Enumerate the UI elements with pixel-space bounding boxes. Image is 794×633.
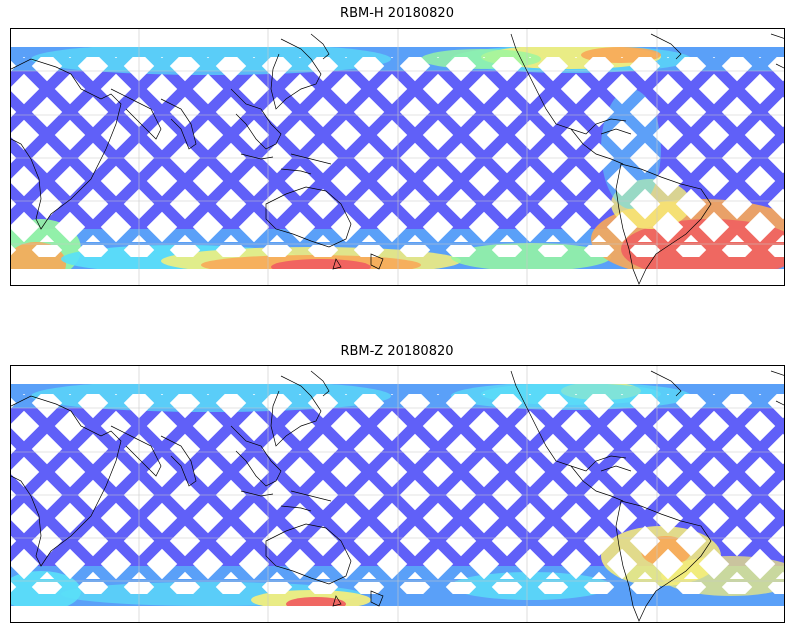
coastline-segment — [230, 88, 282, 150]
coastline-segment — [615, 500, 712, 622]
coastline-segment — [240, 490, 332, 512]
coastline-segment — [332, 258, 342, 270]
coastline-segment — [11, 58, 122, 230]
coastline-segment — [240, 153, 332, 175]
coastline-segment — [570, 465, 632, 502]
coastline-segment — [650, 370, 784, 406]
map-top — [10, 28, 785, 286]
map-bottom — [10, 365, 785, 623]
coastline-segment — [310, 370, 330, 397]
coastline-segment — [570, 128, 632, 165]
coastline-segment — [615, 163, 712, 285]
coastline-segment — [110, 88, 197, 150]
coastline-segment — [510, 33, 627, 135]
coastline-segment — [265, 523, 352, 585]
coastline-segment — [650, 33, 784, 69]
coastline-segment — [11, 395, 122, 567]
swath-map-top — [11, 29, 784, 285]
coastline-segment — [332, 595, 342, 607]
panel-title: RBM-Z 20180820 — [340, 344, 454, 359]
coastline-segment — [510, 370, 627, 472]
coastline-segment — [110, 425, 197, 487]
panel-title: RBM-H 20180820 — [340, 6, 454, 21]
coastline-segment — [270, 375, 322, 447]
coastlines — [11, 33, 784, 285]
coastline-segment — [370, 253, 384, 270]
coastlines — [11, 370, 784, 622]
swath-map-bottom — [11, 366, 784, 622]
coastline-segment — [370, 590, 384, 607]
graticule — [11, 29, 784, 285]
graticule — [11, 366, 784, 622]
coastline-segment — [270, 38, 322, 110]
coastline-segment — [265, 186, 352, 248]
coastline-segment — [230, 425, 282, 487]
coastline-segment — [310, 33, 330, 60]
